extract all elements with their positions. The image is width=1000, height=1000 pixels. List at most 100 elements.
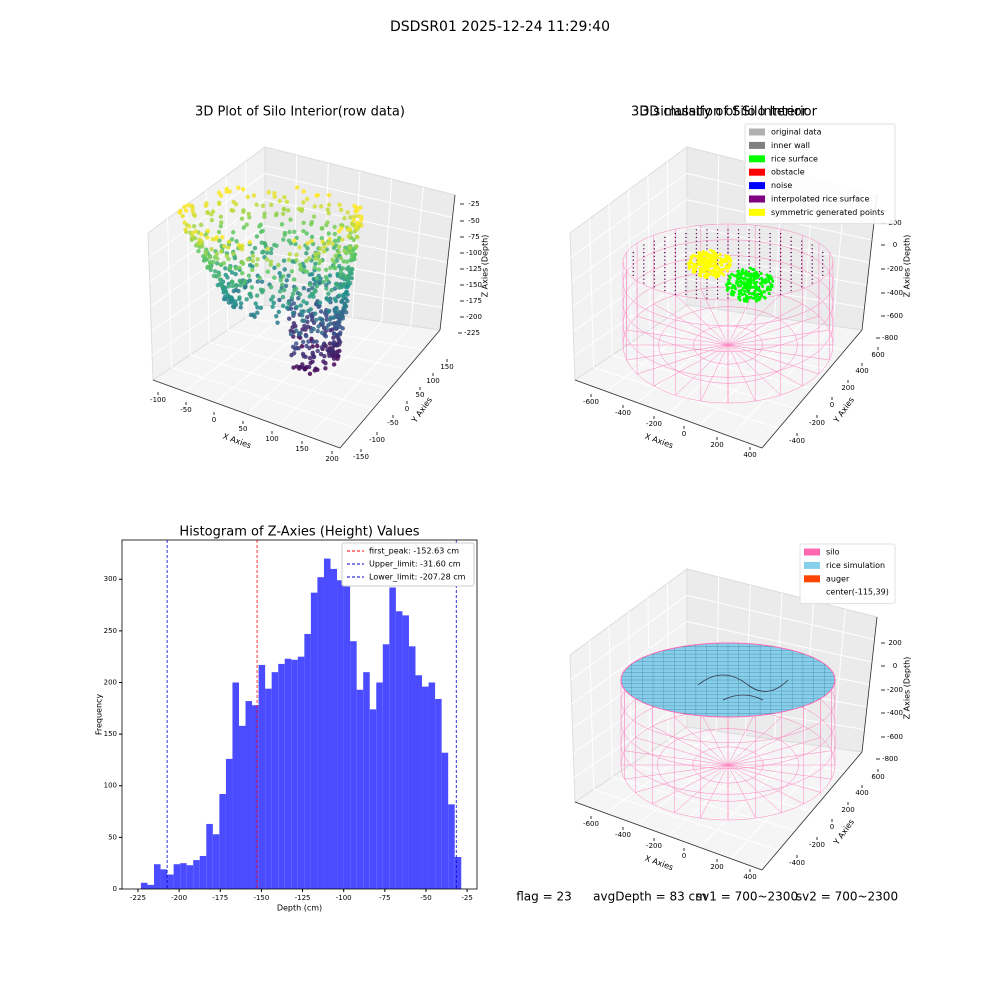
footer-text: sv1 = 700~2300 bbox=[696, 890, 798, 904]
yellow-point bbox=[711, 264, 715, 268]
scatter-point bbox=[349, 254, 355, 259]
scatter-point bbox=[302, 323, 307, 329]
scatter-point bbox=[296, 296, 301, 301]
bar bbox=[343, 586, 351, 889]
scatter-point bbox=[340, 293, 346, 298]
grid-point bbox=[779, 232, 782, 235]
yellow-point bbox=[718, 252, 722, 256]
silo-floor-ray bbox=[727, 764, 756, 819]
grid-point bbox=[632, 251, 634, 254]
y-tick-label: 0 bbox=[830, 823, 834, 831]
legend-label: obstacle bbox=[771, 168, 805, 177]
scatter-point bbox=[225, 245, 231, 250]
grid-point bbox=[685, 293, 687, 296]
grid-point bbox=[695, 232, 698, 235]
grid-point bbox=[695, 297, 698, 299]
grid-point bbox=[685, 289, 687, 292]
scatter-point bbox=[257, 275, 262, 281]
silo-floor-ray bbox=[636, 344, 729, 375]
scatter-point bbox=[315, 348, 320, 354]
x-axis-label: Depth (cm) bbox=[277, 904, 322, 913]
silo-floor-ray bbox=[727, 764, 804, 805]
grid-point bbox=[790, 255, 792, 258]
scatter-point bbox=[286, 316, 292, 321]
grid-point bbox=[664, 282, 666, 284]
scatter-point bbox=[187, 224, 192, 229]
scatter-point bbox=[331, 362, 337, 367]
grid-point bbox=[643, 274, 645, 277]
scatter-point bbox=[233, 266, 238, 271]
green-point bbox=[727, 279, 731, 283]
z-tick-label: -600 bbox=[887, 312, 903, 320]
grid-point bbox=[769, 248, 771, 250]
legend-label: interpolated rice surface bbox=[771, 195, 869, 204]
bar bbox=[140, 882, 148, 889]
scatter-point bbox=[336, 249, 341, 255]
legend-label: center(-115,39) bbox=[826, 588, 889, 597]
scatter-point bbox=[339, 226, 344, 231]
scatter-point bbox=[314, 284, 320, 289]
scatter-point bbox=[350, 266, 355, 272]
scatter-point bbox=[327, 273, 333, 278]
silo-floor-ray bbox=[624, 750, 729, 766]
point-cloud bbox=[177, 185, 364, 376]
silo-floor-ray bbox=[727, 764, 782, 813]
scatter-point bbox=[298, 266, 304, 271]
grid-point bbox=[758, 232, 761, 235]
scatter-point bbox=[341, 282, 347, 287]
scatter-point bbox=[205, 235, 210, 240]
grid-point bbox=[779, 240, 782, 242]
bar bbox=[160, 869, 168, 889]
grid-point bbox=[779, 286, 782, 288]
grid-point bbox=[664, 259, 666, 261]
bar bbox=[167, 874, 174, 889]
scatter-point bbox=[276, 309, 282, 315]
scatter-point bbox=[244, 297, 249, 302]
scatter-point bbox=[252, 245, 258, 251]
scatter-point bbox=[277, 198, 283, 204]
scatter-point bbox=[324, 317, 329, 322]
grid-point bbox=[685, 270, 687, 273]
scatter-point bbox=[301, 228, 306, 234]
silo-floor-ring bbox=[658, 306, 798, 384]
grid-point bbox=[737, 263, 740, 265]
x-tick-label: 100 bbox=[265, 435, 278, 443]
legend-swatch bbox=[749, 195, 765, 203]
scatter-point bbox=[226, 284, 232, 289]
scatter-point bbox=[318, 309, 324, 314]
green-point bbox=[732, 285, 736, 289]
yellow-point bbox=[708, 264, 712, 268]
scatter-point bbox=[345, 210, 350, 215]
grid-point bbox=[737, 248, 740, 250]
green-point bbox=[748, 286, 752, 290]
scatter-point bbox=[331, 339, 337, 345]
grid-point bbox=[790, 274, 792, 277]
z-tick-label: -75 bbox=[468, 233, 479, 241]
x-tick-label: -50 bbox=[420, 894, 431, 902]
grid-point bbox=[674, 236, 677, 239]
grid-point bbox=[685, 259, 687, 261]
grid-point bbox=[737, 232, 740, 235]
grid-point bbox=[779, 236, 782, 239]
scatter-point bbox=[265, 246, 270, 252]
grid-point bbox=[674, 259, 677, 261]
grid-point bbox=[653, 270, 656, 273]
grid-point bbox=[822, 255, 824, 258]
scatter-point bbox=[268, 259, 274, 264]
scatter-point bbox=[358, 205, 363, 210]
scatter-point bbox=[272, 194, 277, 199]
scatter-point bbox=[326, 309, 331, 314]
scatter-point bbox=[326, 193, 332, 198]
scatter-point bbox=[311, 339, 316, 344]
bar bbox=[212, 834, 220, 889]
green-point bbox=[770, 276, 774, 280]
scatter-point bbox=[226, 239, 232, 244]
silo-floor-ray bbox=[700, 764, 729, 819]
scatter-point bbox=[274, 243, 279, 248]
grid-point bbox=[706, 240, 708, 242]
grid-point bbox=[737, 229, 740, 231]
scatter-point bbox=[323, 366, 328, 371]
bar bbox=[408, 646, 416, 889]
legend-label: inner wall bbox=[771, 141, 810, 150]
yellow-point bbox=[702, 257, 706, 261]
